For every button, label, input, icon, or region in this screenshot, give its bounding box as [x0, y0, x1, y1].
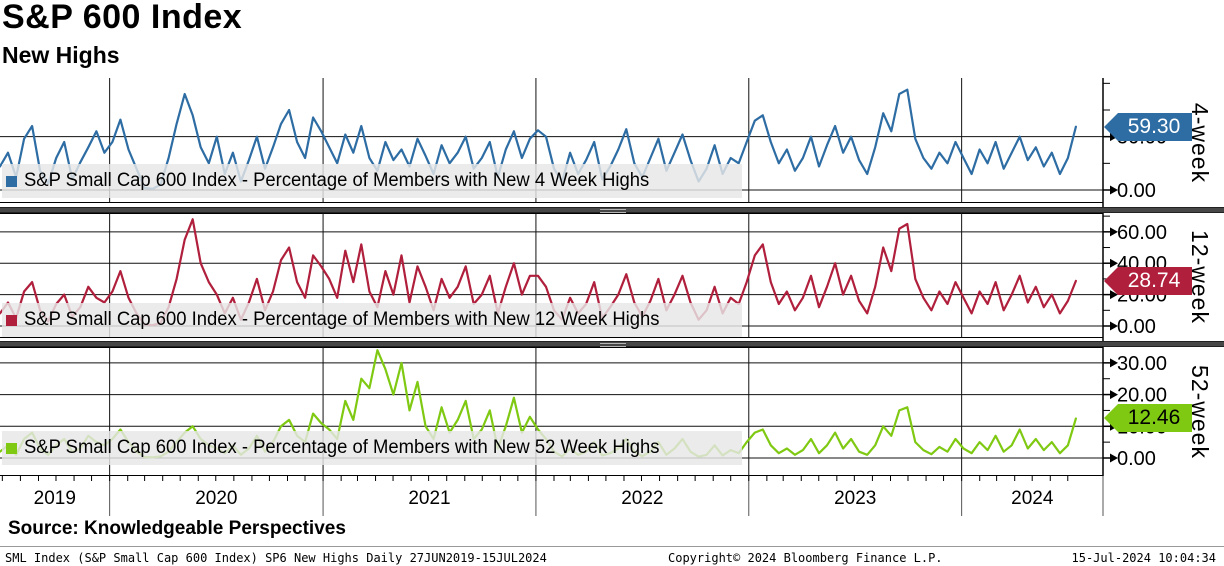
legend-swatch-4-week-icon — [6, 175, 17, 187]
year-tick-label: 2020 — [195, 488, 238, 509]
panel-4-week-chart: 0.0050.00 S&P Small Cap 600 Index - Perc… — [0, 78, 1224, 207]
footer-query-text: SML Index (S&P Small Cap 600 Index) SP6 … — [5, 551, 547, 565]
svg-text:60.00: 60.00 — [1117, 222, 1167, 244]
legend-12-week[interactable]: S&P Small Cap 600 Index - Percentage of … — [2, 303, 742, 337]
legend-swatch-52-week-icon — [6, 442, 17, 454]
year-tick-label: 2021 — [408, 488, 451, 509]
svg-text:0.00: 0.00 — [1117, 316, 1156, 338]
time-axis: 2019 2020 2021 2022 2023 2024 — [0, 476, 1224, 520]
year-tick-label: 2019 — [33, 488, 76, 509]
svg-text:0.00: 0.00 — [1117, 448, 1156, 470]
svg-text:30.00: 30.00 — [1117, 353, 1167, 375]
svg-text:20.00: 20.00 — [1117, 385, 1167, 407]
legend-swatch-12-week-icon — [6, 314, 17, 326]
year-tick-label: 2023 — [834, 488, 877, 509]
legend-52-week[interactable]: S&P Small Cap 600 Index - Percentage of … — [2, 431, 742, 465]
panel-splitter-2[interactable] — [0, 341, 1224, 347]
year-tick-label: 2022 — [621, 488, 664, 509]
legend-label: S&P Small Cap 600 Index - Percentage of … — [24, 170, 650, 191]
year-tick-label: 2024 — [1011, 488, 1054, 509]
legend-label: S&P Small Cap 600 Index - Percentage of … — [24, 437, 660, 458]
footer-timestamp: 15-Jul-2024 10:04:34 — [1071, 551, 1217, 565]
svg-text:0.00: 0.00 — [1117, 180, 1156, 202]
last-value-tag-52-week: 12.46 — [1104, 404, 1192, 432]
source-line: Source: Knowledgeable Perspectives — [8, 518, 346, 539]
legend-label: S&P Small Cap 600 Index - Percentage of … — [24, 309, 660, 330]
legend-4-week[interactable]: S&P Small Cap 600 Index - Percentage of … — [2, 164, 742, 198]
splitter-handle-icon[interactable] — [600, 343, 626, 347]
terminal-footer: SML Index (S&P Small Cap 600 Index) SP6 … — [0, 546, 1224, 566]
last-value-tag-4-week: 59.30 — [1104, 113, 1192, 141]
panel-12-week-chart: 0.00 20.00 40.00 60.00 S&P Small Cap 600 In… — [0, 213, 1224, 341]
page-title: S&P 600 Index — [2, 0, 243, 36]
footer-copyright: Copyright© 2024 Bloomberg Finance L.P. — [668, 551, 943, 565]
panel-splitter-1[interactable] — [0, 207, 1224, 213]
splitter-handle-icon[interactable] — [600, 209, 626, 213]
last-value-tag-12-week: 28.74 — [1104, 267, 1192, 295]
page-subtitle: New Highs — [2, 42, 120, 68]
